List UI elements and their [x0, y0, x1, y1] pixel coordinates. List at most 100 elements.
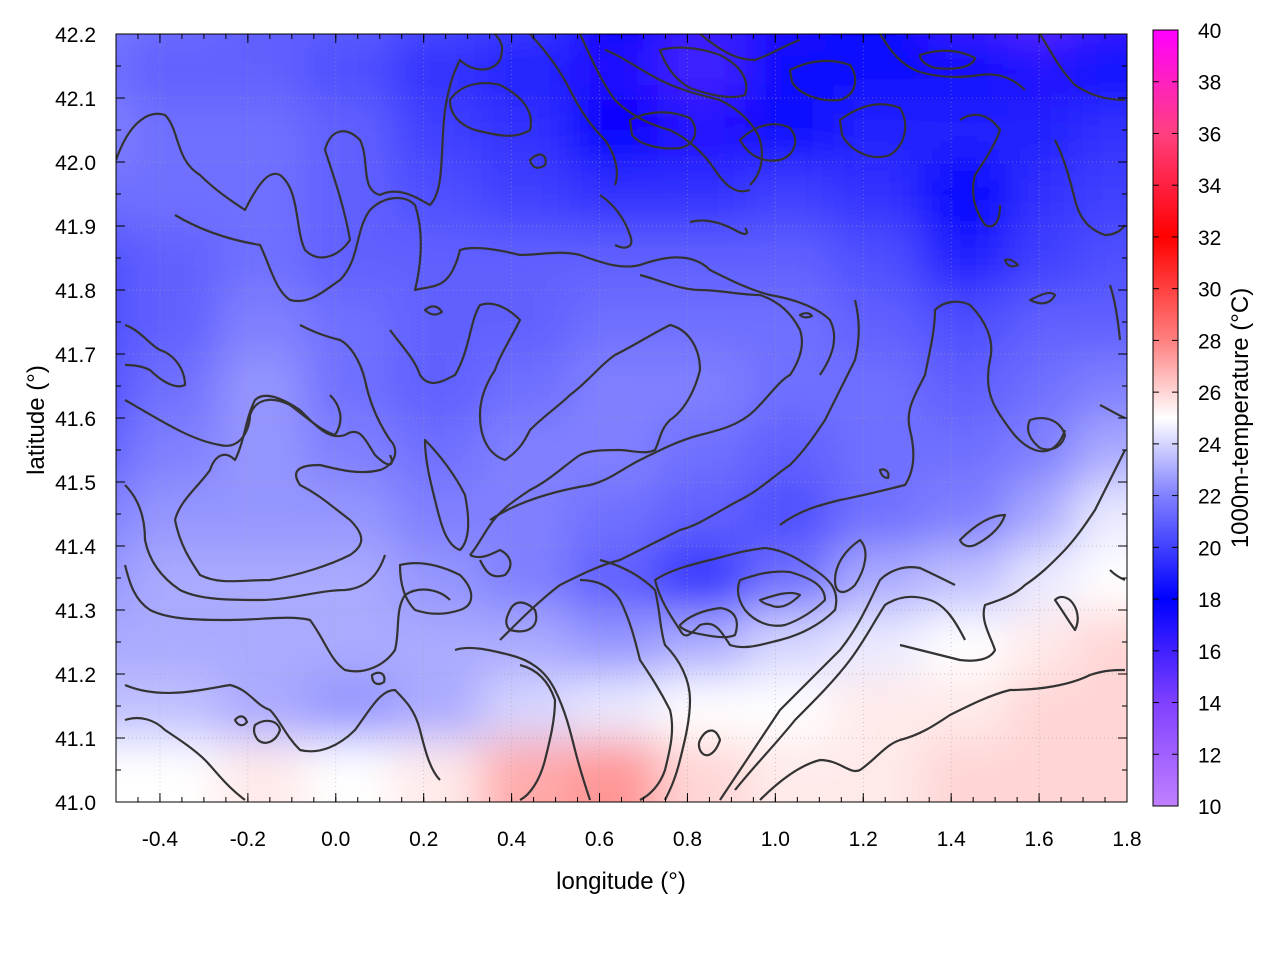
contour-line	[628, 111, 697, 150]
y-tick-label: 41.5	[55, 472, 96, 495]
x-tick-label: 1.2	[849, 828, 878, 851]
y-tick-label: 41.2	[55, 664, 96, 687]
colorbar-tick-label: 26	[1198, 382, 1221, 405]
contour-line	[838, 103, 907, 159]
colorbar-tick-label: 20	[1198, 537, 1221, 560]
colorbar-tick-label: 16	[1198, 641, 1221, 664]
contour-line	[899, 449, 1126, 662]
contour-line	[370, 671, 386, 686]
contour-line	[1039, 34, 1126, 102]
contour-line	[389, 302, 702, 556]
contour-line	[448, 82, 533, 137]
y-tick-label: 41.3	[55, 600, 96, 623]
x-tick-label: -0.4	[142, 828, 179, 851]
colorbar-label: 1000m-temperature (°C)	[1227, 288, 1254, 548]
contour-line	[959, 113, 1002, 228]
contour-line	[1026, 417, 1067, 451]
contour-line	[833, 538, 867, 593]
contour-line	[653, 546, 838, 649]
contour-line	[423, 438, 470, 552]
contour-line	[759, 668, 1126, 801]
contour-line	[173, 394, 393, 521]
contour-line	[699, 34, 801, 62]
contour-line	[124, 484, 387, 602]
contour-line	[1053, 595, 1079, 632]
x-tick-label: 1.4	[937, 828, 967, 851]
contour-line	[599, 558, 692, 801]
contour-line	[1028, 291, 1057, 305]
x-tick-label: 0.4	[497, 828, 527, 851]
contour-line	[529, 34, 619, 186]
x-tick-label: 0.0	[321, 828, 350, 851]
contour-line	[658, 46, 748, 99]
colorbar-tick-label: 12	[1198, 744, 1221, 767]
y-tick-label: 41.9	[55, 216, 96, 239]
colorbar-tick-label: 30	[1198, 279, 1221, 302]
contour-line	[252, 719, 282, 744]
colorbar-tick-label: 40	[1198, 20, 1221, 43]
contour-line	[689, 219, 749, 235]
heatmap-cell	[1075, 740, 1127, 802]
contour-line	[519, 663, 557, 801]
contour-line	[499, 299, 860, 641]
y-tick-label: 42.0	[55, 152, 96, 175]
colorbar-tick-label: 38	[1198, 72, 1221, 95]
contour-line	[719, 566, 956, 801]
y-tick-label: 42.2	[55, 24, 96, 47]
x-tick-label: 0.6	[585, 828, 614, 851]
contour-line	[604, 48, 764, 186]
contour-line	[878, 468, 890, 480]
y-axis-label: latitude (°)	[23, 365, 50, 475]
colorbar-tick-label: 24	[1198, 434, 1222, 457]
colorbar-tick-label: 14	[1198, 693, 1222, 716]
x-tick-label: 0.2	[409, 828, 438, 851]
colorbar-axis: 10 12 14 16 18 20 22 24 26 28 30 32 34 36 38 40	[1153, 20, 1222, 819]
x-axis: -0.4 -0.2 0.0 0.2 0.4 0.6 0.8 1.0 1.2 1.4 1.6 1.8	[115, 34, 1142, 851]
contour-line	[738, 123, 797, 162]
colorbar	[1152, 29, 1179, 807]
contour-line	[124, 716, 246, 801]
colorbar-tick-label: 10	[1198, 796, 1221, 819]
contour-line	[398, 561, 473, 615]
contour-line	[454, 646, 592, 801]
contour-line	[758, 591, 802, 609]
contour-line	[879, 34, 1026, 91]
y-tick-label: 41.7	[55, 344, 96, 367]
colorbar-tick-label: 34	[1198, 175, 1222, 198]
colorbar-tick-label: 28	[1198, 330, 1221, 353]
x-tick-label: 1.6	[1024, 828, 1053, 851]
contour-line	[1003, 258, 1020, 268]
y-tick-label: 41.1	[55, 728, 96, 751]
contour-line	[124, 683, 441, 781]
contour-line	[173, 324, 397, 583]
contour-line	[579, 34, 751, 193]
y-tick-label: 42.1	[55, 88, 96, 111]
contour-line	[469, 548, 512, 578]
contour-line	[423, 305, 444, 316]
colorbar-tick-label: 22	[1198, 486, 1221, 509]
contour-line	[116, 34, 504, 259]
heatmap-cells	[116, 34, 1127, 802]
contour-line	[958, 513, 1007, 548]
x-tick-label: 1.0	[761, 828, 790, 851]
x-tick-label: -0.2	[230, 828, 266, 851]
contour-line	[124, 394, 342, 447]
colorbar-tick-label: 32	[1198, 227, 1221, 250]
contour-line	[788, 59, 857, 102]
x-tick-label: 0.8	[673, 828, 702, 851]
contour-line	[798, 312, 814, 319]
x-tick-label: 1.8	[1112, 828, 1141, 851]
contour-line	[678, 606, 738, 639]
contour-line	[1099, 404, 1126, 420]
contour-line	[489, 273, 804, 521]
contour-line	[528, 153, 547, 169]
contour-line	[1109, 569, 1126, 582]
colorbar-tick-label: 18	[1198, 589, 1221, 612]
contour-line	[124, 323, 187, 388]
contour-line	[123, 564, 451, 673]
contour-line	[779, 300, 1067, 526]
contour-line	[1108, 284, 1122, 341]
contour-line	[734, 595, 966, 791]
y-tick-label: 41.8	[55, 280, 96, 303]
